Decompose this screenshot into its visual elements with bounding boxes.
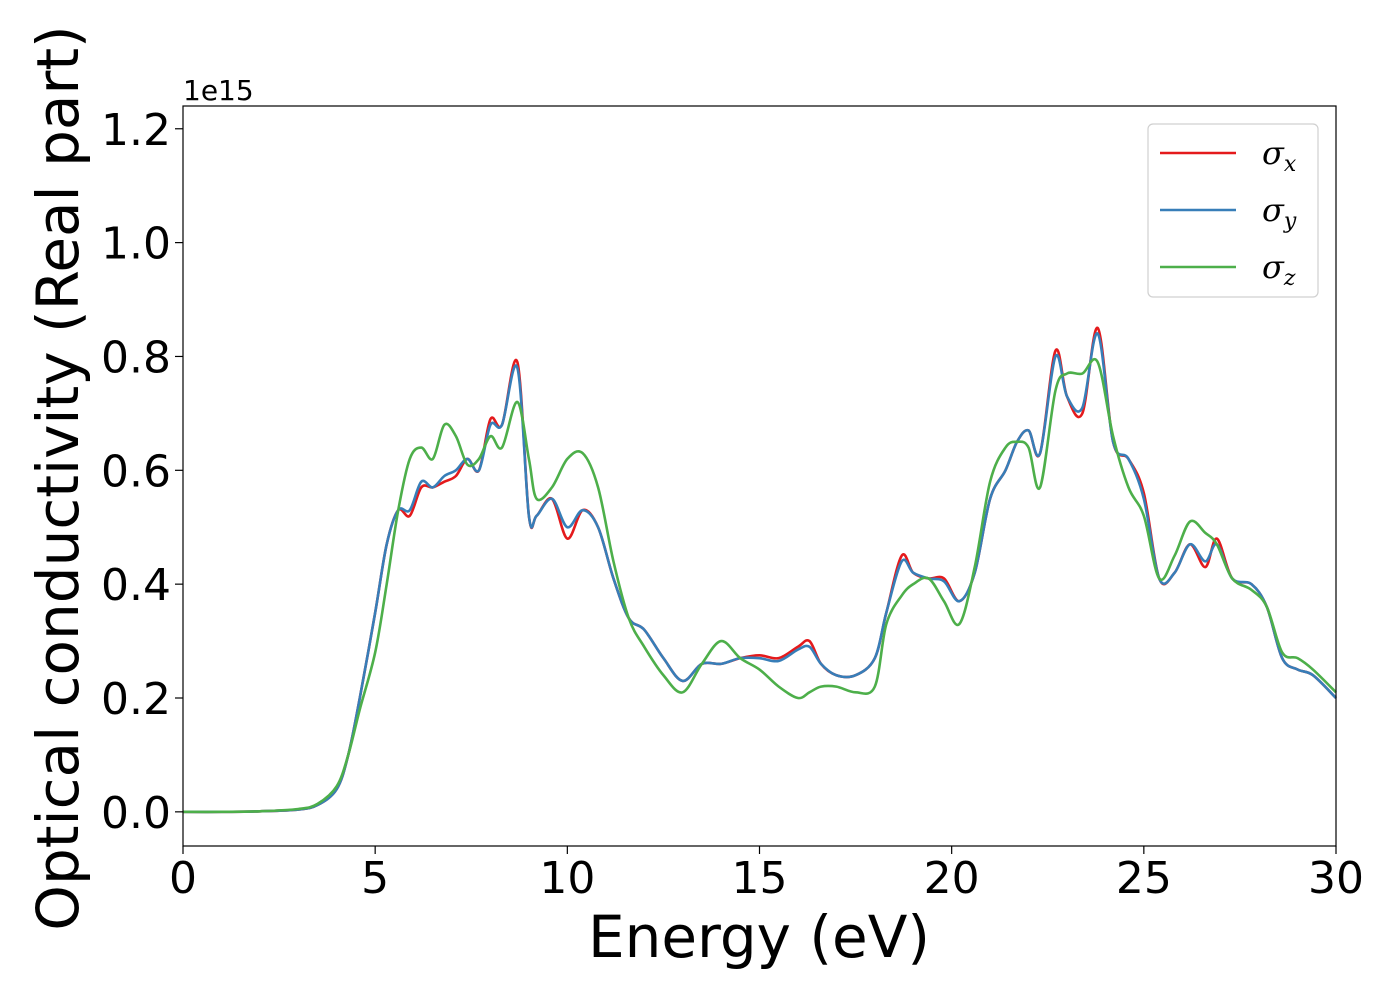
legend-label: σz xyxy=(1262,248,1296,291)
x-tick-label: 15 xyxy=(732,853,788,904)
legend: σx σy σz xyxy=(1147,123,1319,298)
y-tick-label: 0.6 xyxy=(101,446,171,497)
y-tick-label: 0.4 xyxy=(101,560,171,611)
y-axis: 0.0 0.2 0.4 0.6 0.8 1.0 1.2 xyxy=(101,105,183,839)
y-axis-label: Optical conductivity (Real part) xyxy=(24,25,92,930)
legend-label: σy xyxy=(1262,191,1297,234)
series-line-2 xyxy=(182,357,1337,814)
y-tick-label: 0.8 xyxy=(101,332,171,383)
y-tick-label: 0.0 xyxy=(101,788,171,839)
series-line-0 xyxy=(182,326,1337,814)
x-tick-label: 0 xyxy=(169,853,197,904)
x-tick-label: 10 xyxy=(539,853,595,904)
x-tick-label: 30 xyxy=(1308,853,1364,904)
x-tick-label: 5 xyxy=(361,853,389,904)
series-line-1 xyxy=(182,332,1337,814)
y-tick-label: 0.2 xyxy=(101,674,171,725)
plot-lines xyxy=(182,326,1337,814)
legend-label: σx xyxy=(1262,134,1297,177)
y-offset-label: 1e15 xyxy=(183,74,254,107)
x-tick-label: 20 xyxy=(924,853,980,904)
x-tick-label: 25 xyxy=(1116,853,1172,904)
y-tick-label: 1.0 xyxy=(101,219,171,270)
y-tick-label: 1.2 xyxy=(101,105,171,156)
x-axis-label: Energy (eV) xyxy=(588,903,930,971)
x-axis: 0 5 10 15 20 25 30 xyxy=(169,846,1364,904)
